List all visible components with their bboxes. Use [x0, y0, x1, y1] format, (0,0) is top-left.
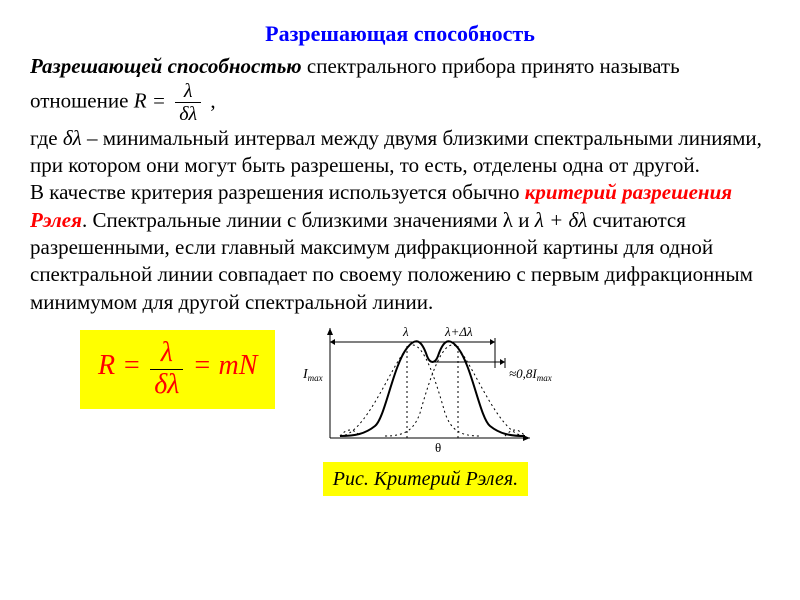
diagram-label-lambda-dl: λ+Δλ: [444, 324, 473, 339]
para2-delta: δλ: [63, 126, 82, 150]
formula-numerator: λ: [150, 338, 183, 370]
para3-math: λ + δλ: [535, 208, 588, 232]
para2-b: – минимальный интервал между двумя близк…: [30, 126, 762, 177]
rayleigh-diagram: λ λ+Δλ Imax ≈0,8Imax θ: [295, 318, 555, 458]
diagram-label-imax: Imax: [302, 367, 323, 383]
formula-lhs: R =: [98, 350, 141, 381]
para3-b: . Спектральные линии с близкими значения…: [82, 208, 535, 232]
main-formula-box: R = λ δλ = mN: [80, 330, 275, 409]
para1-end: ,: [210, 88, 215, 112]
eq1-fraction: λ δλ: [175, 80, 201, 125]
figure-area: λ λ+Δλ Imax ≈0,8Imax θ Рис. Критерий Рэл…: [295, 318, 555, 496]
paragraph-2: где δλ – минимальный интервал между двум…: [30, 125, 770, 180]
page-title: Разрешающая способность: [30, 20, 770, 49]
para2-a: где: [30, 126, 63, 150]
formula-fraction: λ δλ: [150, 338, 183, 401]
diagram-label-theta: θ: [435, 440, 441, 455]
eq1-numerator: λ: [175, 80, 201, 103]
eq1-lhs: R =: [134, 88, 166, 112]
eq1-denominator: δλ: [175, 103, 201, 125]
lead-term: Разрешающей способностью: [30, 54, 302, 78]
diagram-label-08imax: ≈0,8Imax: [509, 366, 552, 383]
diagram-label-lambda: λ: [402, 324, 409, 339]
formula-rhs: = mN: [193, 350, 258, 381]
paragraph-1: Разрешающей способностью спектрального п…: [30, 53, 770, 125]
paragraph-3: В качестве критерия разрешения используе…: [30, 179, 770, 315]
para3-a: В качестве критерия разрешения используе…: [30, 180, 525, 204]
bottom-row: R = λ δλ = mN: [30, 318, 770, 496]
formula-denominator: δλ: [150, 370, 183, 401]
figure-caption: Рис. Критерий Рэлея.: [323, 462, 528, 496]
